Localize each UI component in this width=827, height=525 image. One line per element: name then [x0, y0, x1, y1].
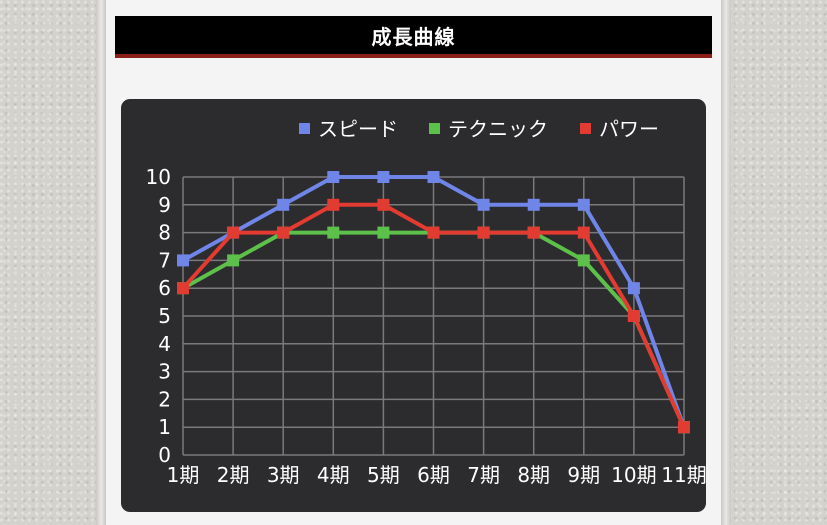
- data-point: [527, 226, 540, 239]
- x-tick-label: 4期: [317, 463, 350, 487]
- legend-label: パワー: [599, 117, 659, 141]
- legend-swatch: [580, 123, 591, 134]
- data-point: [427, 226, 440, 239]
- y-tick-label: 8: [158, 221, 171, 245]
- x-tick-label: 5期: [367, 463, 400, 487]
- y-tick-label: 0: [158, 443, 171, 467]
- data-point: [377, 171, 390, 183]
- data-point: [577, 198, 590, 211]
- x-tick-label: 7期: [467, 463, 500, 487]
- data-point: [227, 226, 240, 239]
- x-tick-label: 9期: [567, 463, 600, 487]
- y-tick-label: 4: [158, 332, 171, 356]
- data-point: [477, 226, 490, 239]
- x-tick-label: 3期: [267, 463, 300, 487]
- y-tick-label: 9: [158, 193, 171, 217]
- y-tick-label: 5: [158, 304, 171, 328]
- y-tick-label: 1: [158, 415, 171, 439]
- data-point: [327, 171, 340, 183]
- section-header: 成長曲線: [115, 16, 712, 58]
- growth-curve-chart: 0 1 2 3 4 5 6 7 8 9 10 1期 2期 3期 4期 5期 6期 7期 8期 9期 10期 11期 スピード…: [146, 117, 706, 487]
- data-point: [577, 254, 590, 267]
- y-tick-label: 10: [146, 165, 171, 189]
- content-panel: 成長曲線 0 1 2 3 4 5 6 7 8 9 10 1期 2期 3期 4期 5期 6期 7期 8期 9期 10期 11…: [106, 0, 721, 525]
- section-title: 成長曲線: [371, 24, 456, 49]
- data-point: [377, 226, 390, 239]
- x-tick-label: 10期: [611, 463, 656, 487]
- data-point: [177, 282, 189, 295]
- x-tick-label: 11期: [661, 463, 706, 487]
- data-point: [277, 226, 290, 239]
- data-point: [277, 198, 290, 211]
- data-point: [577, 226, 590, 239]
- x-tick-label: 6期: [417, 463, 450, 487]
- data-point: [327, 198, 340, 211]
- legend-label: テクニック: [448, 117, 548, 141]
- y-tick-label: 7: [158, 248, 171, 272]
- legend-swatch: [299, 123, 310, 134]
- y-tick-label: 6: [158, 276, 171, 300]
- data-point: [427, 171, 440, 183]
- data-point: [627, 282, 640, 295]
- x-tick-label: 2期: [217, 463, 250, 487]
- data-point: [477, 198, 490, 211]
- legend-label: スピード: [318, 117, 398, 141]
- data-point: [327, 226, 340, 239]
- x-tick-label: 8期: [517, 463, 550, 487]
- data-point: [377, 198, 390, 211]
- data-point: [627, 310, 640, 322]
- x-tick-label: 1期: [167, 463, 200, 487]
- y-tick-label: 2: [158, 387, 171, 411]
- left-rail: [96, 0, 106, 525]
- data-point: [227, 254, 240, 267]
- legend-swatch: [429, 123, 440, 134]
- data-point: [678, 421, 690, 434]
- data-point: [177, 254, 189, 267]
- data-point: [527, 198, 540, 211]
- right-rail: [721, 0, 731, 525]
- y-tick-label: 3: [158, 360, 171, 384]
- growth-chart-card: 0 1 2 3 4 5 6 7 8 9 10 1期 2期 3期 4期 5期 6期 7期 8期 9期 10期 11期 スピード…: [121, 99, 706, 512]
